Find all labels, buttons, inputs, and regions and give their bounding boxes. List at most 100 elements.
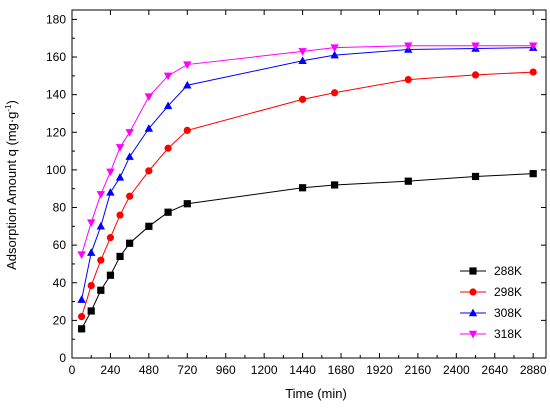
- series-line-308k: [81, 47, 534, 300]
- data-point-318k: [528, 42, 538, 51]
- y-tick-label: 100: [46, 163, 66, 177]
- data-point-308k: [106, 188, 115, 196]
- data-point-308k: [77, 295, 86, 303]
- data-point-308k: [144, 124, 154, 132]
- data-point-308k: [115, 173, 125, 181]
- x-tick-label: 960: [216, 363, 236, 377]
- data-point-308k: [330, 50, 339, 59]
- data-point-288k: [87, 307, 95, 315]
- y-axis-title: Adsorption Amount q (mg·g-1): [4, 100, 19, 270]
- data-point-288k: [404, 177, 412, 185]
- data-point-318k: [77, 251, 86, 259]
- data-point-298k: [106, 234, 115, 242]
- data-point-288k: [97, 286, 105, 294]
- x-tick-label: 2640: [481, 363, 508, 377]
- legend-label-308k: 308K: [494, 306, 522, 320]
- series-line-288k: [81, 173, 534, 330]
- y-tick-label: 160: [46, 50, 66, 64]
- data-point-298k: [87, 281, 95, 290]
- legend-label-318k: 318K: [494, 327, 522, 341]
- data-point-298k: [116, 211, 124, 219]
- data-point-288k: [78, 325, 86, 333]
- legend-label-298k: 298K: [494, 285, 522, 299]
- data-point-308k: [163, 101, 173, 110]
- data-point-298k: [404, 76, 412, 84]
- data-point-298k: [298, 95, 307, 103]
- data-point-308k: [125, 152, 134, 160]
- data-point-298k: [164, 144, 172, 152]
- series-298k: [78, 68, 537, 321]
- y-tick-label: 80: [53, 201, 67, 215]
- y-axis-title-sup: -1: [4, 104, 13, 112]
- series-line-298k: [81, 71, 534, 317]
- x-tick-label: 0: [69, 363, 76, 377]
- data-point-318k: [471, 42, 480, 51]
- x-tick-label: 1440: [289, 363, 316, 377]
- data-point-318k: [125, 129, 134, 137]
- data-point-298k: [97, 256, 105, 264]
- data-point-288k: [471, 172, 480, 181]
- y-tick-label: 120: [46, 125, 66, 139]
- data-point-298k: [145, 167, 153, 175]
- y-tick-label: 0: [59, 351, 66, 365]
- data-point-298k: [183, 126, 191, 134]
- data-point-288k: [126, 239, 134, 247]
- data-point-318k: [87, 219, 96, 227]
- y-tick-label: 140: [46, 88, 66, 102]
- legend-marker-298k: [469, 288, 477, 296]
- x-tick-label: 2400: [443, 363, 470, 377]
- data-point-298k: [471, 71, 480, 79]
- data-point-308k: [96, 221, 106, 230]
- data-point-288k: [183, 200, 191, 208]
- legend: 288K 298K 308K 318K: [460, 264, 522, 341]
- data-point-308k: [87, 248, 96, 256]
- data-point-288k: [164, 208, 172, 216]
- series-line-318k: [81, 45, 534, 255]
- data-point-318k: [115, 144, 125, 152]
- x-tick-label: 720: [177, 363, 197, 377]
- x-tick-label: 480: [139, 363, 159, 377]
- data-point-318k: [183, 61, 192, 69]
- data-point-318k: [163, 72, 173, 81]
- data-point-288k: [331, 181, 339, 189]
- data-point-318k: [106, 168, 115, 177]
- y-axis-title-main: Adsorption Amount q (mg·g: [4, 112, 19, 270]
- plot-area: 0 240 480 720 960 1200 1440 1680 1920 2160 2400 264…: [46, 9, 547, 377]
- data-point-318k: [144, 93, 154, 101]
- legend-marker-318k: [468, 330, 478, 339]
- legend-label-288k: 288K: [494, 264, 522, 278]
- x-tick-label: 2880: [520, 363, 547, 377]
- y-tick-label: 60: [53, 238, 67, 252]
- series-318k: [77, 42, 538, 259]
- data-point-288k: [298, 184, 307, 192]
- data-point-288k: [529, 170, 537, 178]
- y-tick-label: 20: [53, 313, 67, 327]
- x-tick-label: 1920: [366, 363, 393, 377]
- data-point-288k: [145, 222, 153, 230]
- x-axis-title: Time (min): [285, 386, 347, 401]
- data-point-298k: [331, 89, 339, 97]
- data-point-318k: [96, 191, 106, 199]
- data-point-308k: [298, 56, 307, 64]
- data-point-318k: [298, 48, 307, 56]
- x-tick-label: 2160: [405, 363, 432, 377]
- legend-marker-308k: [468, 308, 478, 317]
- plot-frame: [71, 9, 547, 359]
- data-point-318k: [404, 42, 413, 51]
- y-tick-label: 40: [53, 276, 67, 290]
- data-point-298k: [78, 313, 86, 321]
- x-tick-label: 1680: [328, 363, 355, 377]
- series-288k: [78, 170, 537, 333]
- legend-marker-288k: [469, 267, 477, 275]
- x-tick-label: 240: [100, 363, 120, 377]
- data-point-318k: [330, 44, 339, 53]
- data-point-308k: [183, 80, 192, 89]
- y-axis-title-end: ): [4, 100, 19, 104]
- data-point-298k: [126, 192, 134, 200]
- data-point-298k: [529, 68, 537, 76]
- x-tick-label: 1200: [251, 363, 278, 377]
- data-point-288k: [106, 271, 115, 279]
- data-point-288k: [116, 252, 124, 261]
- y-tick-label: 180: [46, 12, 66, 26]
